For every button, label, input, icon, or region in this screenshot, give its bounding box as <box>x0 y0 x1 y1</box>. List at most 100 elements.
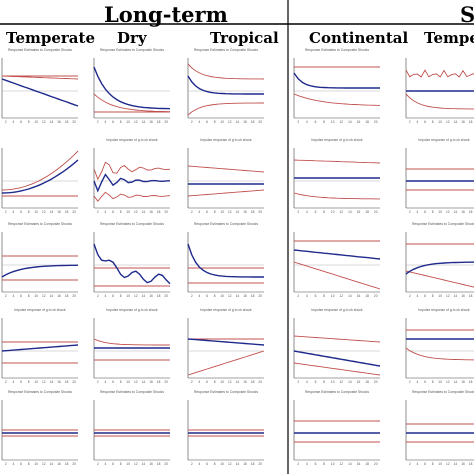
panel-r3-c3-xtick-2: 2 <box>191 294 193 298</box>
panel-r4-c1-mean-line <box>1 344 79 352</box>
panel-r4-c1-xtick-18: 18 <box>65 380 69 384</box>
panel-r5-c2-caption: Response Estimates to Composite Shocks <box>100 390 164 394</box>
panel-r1-c2-xtick-16: 16 <box>149 120 153 124</box>
panel-r2-c5-xtick-12: 12 <box>446 210 450 214</box>
panel-r1-c2-xtick-8: 8 <box>120 120 122 124</box>
panel-r3-c5-lower-band <box>405 270 474 288</box>
panel-r3-c3-mean-line <box>187 243 264 278</box>
panel-r3-c5-xtick-4: 4 <box>417 294 419 298</box>
panel-r1-c5-xtick-8: 8 <box>432 120 434 124</box>
panel-r2-c2-lower-band <box>93 191 171 202</box>
panel-r1-c3-xtick-4: 4 <box>199 120 201 124</box>
panel-r4-c2-xtick-2: 2 <box>97 380 99 384</box>
panel-r2-c1-xtick-4: 4 <box>13 210 15 214</box>
panel-r3-c5-xtick-8: 8 <box>432 294 434 298</box>
column-title-continental: Continental <box>309 29 409 47</box>
panel-r2-c4-xtick-4: 4 <box>306 210 308 214</box>
panel-r3-c1-caption: Response Estimates to Composite Shocks <box>8 222 72 226</box>
panel-r3-c1-xtick-2: 2 <box>5 294 7 298</box>
panel-r3-c4-xtick-6: 6 <box>315 294 317 298</box>
panel-r2-c1-xtick-20: 20 <box>72 210 76 214</box>
panel-r3-c4-mean-line <box>293 249 381 260</box>
panel-r1-c1-xtick-10: 10 <box>34 120 38 124</box>
panel-r4-c4-xtick-18: 18 <box>365 380 369 384</box>
panel-r3-c1-xtick-10: 10 <box>34 294 38 298</box>
panel-r4-c3-xtick-8: 8 <box>214 380 216 384</box>
panel-r3-c2-xtick-4: 4 <box>105 294 107 298</box>
panel-r4-c2-xtick-20: 20 <box>164 380 168 384</box>
panel-r4-c4-lower-band <box>293 362 381 376</box>
panel-r4-c2-xtick-10: 10 <box>126 380 130 384</box>
panel-r4-c3-xtick-16: 16 <box>243 380 247 384</box>
panel-r2-c1-mean-line <box>1 159 79 194</box>
panel-r4-c2-caption: Impulse response of g to ck shock <box>106 308 158 312</box>
panel-r2-c2-caption: Impulse response of g to ck shock <box>106 138 158 142</box>
panel-r3-c4-xtick-18: 18 <box>365 294 369 298</box>
panel-r4-c4-xtick-4: 4 <box>306 380 308 384</box>
panel-r1-c5-xtick-2: 2 <box>409 120 411 124</box>
panel-r2-c2-xtick-2: 2 <box>97 210 99 214</box>
panel-r2-c2-xtick-10: 10 <box>126 210 130 214</box>
panel-r4-c5-xtick-8: 8 <box>432 380 434 384</box>
panel-r3-c3-caption: Response Estimates to Composite Shocks <box>194 222 258 226</box>
panel-r1-c3-xtick-6: 6 <box>206 120 208 124</box>
panel-r2-c1-xtick-2: 2 <box>5 210 7 214</box>
panel-r2-c1-xtick-6: 6 <box>20 210 22 214</box>
panel-r3-c3-xtick-6: 6 <box>206 294 208 298</box>
panel-r4-c1-caption: Impulse response of g to ck shock <box>14 308 66 312</box>
panel-r4-c5-caption: Impulse response of g to ck shock <box>418 308 470 312</box>
panel-r5-c1-xtick-8: 8 <box>28 462 30 466</box>
panel-r2-c2-upper-band <box>93 161 171 181</box>
panel-r3-c2-xtick-6: 6 <box>112 294 114 298</box>
panel-r2-c4-xtick-8: 8 <box>323 210 325 214</box>
panel-r5-c3-xtick-6: 6 <box>206 462 208 466</box>
panel-r4-c4-caption: Impulse response of g to ck shock <box>311 308 363 312</box>
panel-r2-c1-xtick-12: 12 <box>42 210 46 214</box>
panel-r2-c2-mean-line <box>93 173 171 193</box>
panel-r3-c1-mean-line <box>1 264 79 278</box>
panel-r1-c4-lower-band <box>293 93 381 106</box>
panel-r4-c5-xtick-4: 4 <box>417 380 419 384</box>
panel-r4-c4-xtick-16: 16 <box>357 380 361 384</box>
panel-r5-c2-xtick-8: 8 <box>120 462 122 466</box>
column-title-tropical: Tropical <box>210 29 279 47</box>
panel-r2-c3-xtick-20: 20 <box>258 210 262 214</box>
panel-r1-c3-xtick-2: 2 <box>191 120 193 124</box>
panel-r4-c5-xtick-10: 10 <box>438 380 442 384</box>
panel-r3-c5-xtick-6: 6 <box>424 294 426 298</box>
panel-r2-c5-xtick-16: 16 <box>461 210 465 214</box>
panel-r2-c3-xtick-18: 18 <box>251 210 255 214</box>
panel-r2-c4-xtick-12: 12 <box>340 210 344 214</box>
panel-r1-c1-xtick-2: 2 <box>5 120 7 124</box>
panel-r1-c3-xtick-18: 18 <box>251 120 255 124</box>
panel-r2-c2-xtick-12: 12 <box>134 210 138 214</box>
panel-r1-c1-xtick-16: 16 <box>57 120 61 124</box>
panel-r1-c4-xtick-8: 8 <box>323 120 325 124</box>
panel-r1-c4-xtick-20: 20 <box>374 120 378 124</box>
panel-r1-c5-lower-band <box>405 93 474 110</box>
panel-r5-c2-xtick-2: 2 <box>97 462 99 466</box>
panel-r3-c2-xtick-18: 18 <box>157 294 161 298</box>
panel-r3-c1-xtick-18: 18 <box>65 294 69 298</box>
panel-r4-c2-xtick-14: 14 <box>142 380 146 384</box>
panel-r2-c3-xtick-4: 4 <box>199 210 201 214</box>
panel-r1-c3-xtick-12: 12 <box>228 120 232 124</box>
panel-r4-c3-xtick-10: 10 <box>220 380 224 384</box>
panel-r3-c5-xtick-2: 2 <box>409 294 411 298</box>
panel-r5-c1-xtick-14: 14 <box>50 462 54 466</box>
panel-r4-c5-lower-band <box>405 347 474 361</box>
panel-r4-c1-xtick-10: 10 <box>34 380 38 384</box>
panel-r2-c2-xtick-4: 4 <box>105 210 107 214</box>
panel-r2-c5-caption: Impulse response of g to ck shock <box>418 138 470 142</box>
panel-r2-c2-xtick-16: 16 <box>149 210 153 214</box>
panel-r1-c5-xtick-10: 10 <box>438 120 442 124</box>
panel-r2-c3-xtick-12: 12 <box>228 210 232 214</box>
column-title-dry: Dry <box>117 29 147 47</box>
panel-r1-c2-xtick-2: 2 <box>97 120 99 124</box>
panel-r3-c5-caption: Response Estimates to Composite Shocks <box>412 222 474 226</box>
panel-r4-c5-xtick-16: 16 <box>461 380 465 384</box>
panel-r4-c4-xtick-2: 2 <box>297 380 299 384</box>
panel-r5-c5-xtick-12: 12 <box>446 462 450 466</box>
panel-r3-c3-xtick-14: 14 <box>236 294 240 298</box>
panel-r5-c5-xtick-6: 6 <box>424 462 426 466</box>
